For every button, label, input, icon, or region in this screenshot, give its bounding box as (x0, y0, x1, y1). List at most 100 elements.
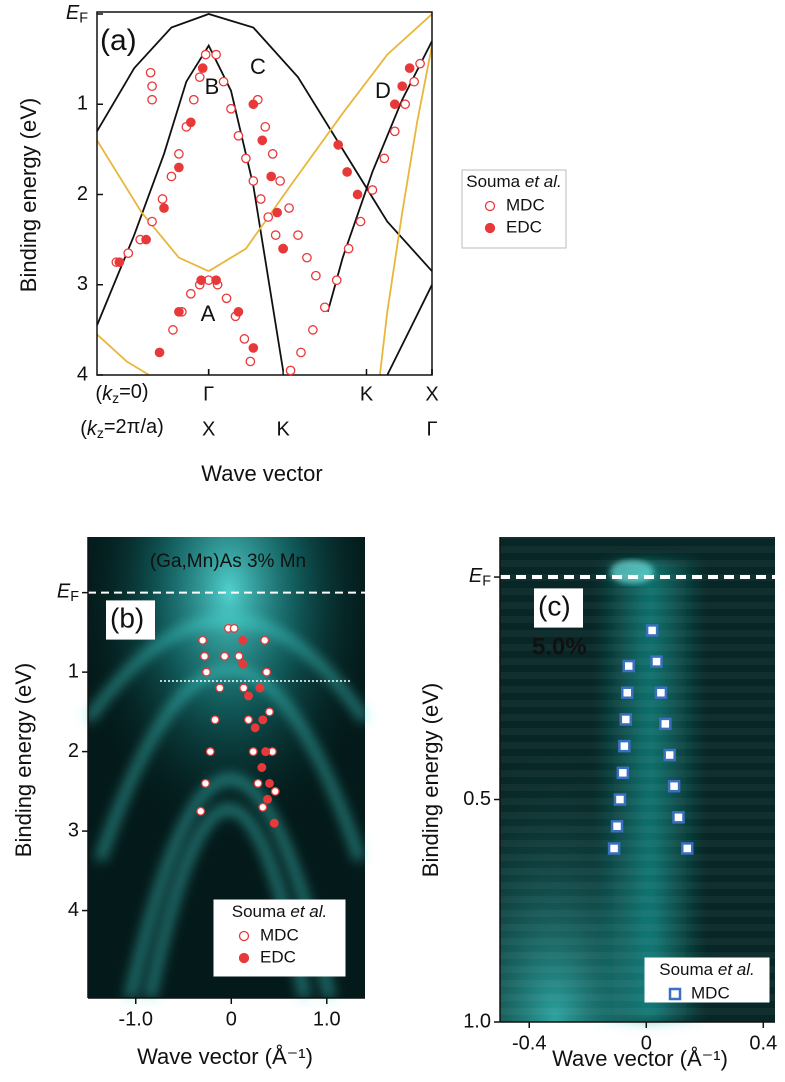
point (185, 288, 196, 299)
point (174, 162, 184, 173)
legend-title: Souma et al. (232, 902, 327, 921)
x-axis-label: Wave vector (201, 461, 322, 486)
point (238, 659, 248, 669)
point (302, 252, 312, 263)
point (389, 126, 400, 137)
panel: EF 1 2 3 4 -1.0 0 1.0 Binding energy (eV) Wave ve… (11, 537, 365, 1069)
point (367, 185, 378, 195)
band-label: D (375, 78, 391, 103)
point (400, 99, 411, 110)
panel-label: (c) (538, 590, 571, 621)
band-label: C (250, 54, 266, 79)
point (245, 356, 256, 367)
legend-marker (484, 200, 496, 212)
point (654, 686, 668, 699)
band-curve (208, 13, 432, 272)
panel-label-box (106, 600, 155, 640)
point (255, 683, 265, 693)
point (147, 216, 157, 227)
point (265, 707, 274, 717)
point (258, 802, 268, 812)
point (270, 230, 281, 240)
point (205, 747, 215, 757)
point (311, 270, 321, 281)
point (248, 747, 258, 757)
panel-label: (a) (100, 24, 137, 57)
point (260, 635, 270, 645)
x-tick-label: 1.0 (313, 1008, 341, 1030)
point (200, 651, 209, 661)
point (185, 117, 196, 128)
point (404, 63, 415, 74)
point (293, 230, 303, 240)
point (621, 686, 634, 699)
y-tick-label: 2 (68, 740, 79, 762)
x-tick-label: X (425, 383, 438, 405)
point (409, 76, 419, 87)
point (248, 343, 259, 353)
legend-title: Souma et al. (659, 960, 754, 979)
x-tick-label: -0.4 (512, 1032, 546, 1054)
point (200, 49, 211, 60)
point (248, 176, 259, 186)
x-tick-label: K (360, 383, 374, 405)
point (622, 659, 635, 673)
annotation: 5.0% (532, 633, 587, 660)
point (239, 683, 249, 693)
point (397, 81, 408, 92)
legend-marker (238, 930, 250, 942)
point (672, 811, 685, 824)
point (342, 167, 352, 177)
point (194, 72, 205, 83)
band-curve (97, 13, 432, 272)
point (123, 248, 134, 259)
point (157, 194, 168, 204)
point (238, 635, 248, 645)
y-tick-label: EF (66, 2, 88, 26)
band-curve (386, 284, 432, 375)
point (248, 99, 259, 110)
point (226, 103, 236, 114)
point (296, 347, 306, 358)
y-tick-label: 0.5 (463, 788, 491, 810)
y-axis-label: Binding energy (eV) (11, 663, 36, 857)
point (613, 793, 627, 806)
point (258, 715, 268, 725)
point (253, 778, 263, 788)
point (261, 747, 271, 757)
x-axis-label: Wave vector (Å⁻¹) (137, 1044, 313, 1069)
point (278, 243, 288, 254)
panel-label-box (534, 588, 583, 628)
point (379, 153, 390, 164)
point (285, 365, 296, 376)
plot-frame (96, 11, 433, 376)
y-tick-label: 1.0 (463, 1010, 491, 1032)
point (114, 257, 125, 268)
legend-label: MDC (260, 925, 299, 944)
y-tick-label: EF (469, 565, 491, 589)
point (659, 717, 672, 731)
panel: EF 0.5 1.0 -0.4 0 0.4 Binding energy (eV) Wave … (418, 537, 777, 1071)
point (415, 58, 425, 69)
point (275, 176, 285, 186)
point (257, 763, 267, 772)
point (610, 819, 624, 833)
point (263, 212, 274, 222)
point (352, 189, 363, 200)
point (607, 842, 621, 855)
point (333, 140, 344, 150)
point (147, 94, 157, 105)
point (145, 67, 156, 78)
point (650, 655, 663, 668)
band-curve (97, 333, 150, 375)
x-tick-label: Γ (203, 383, 214, 405)
legend-title: Souma et al. (466, 172, 561, 191)
point (147, 81, 157, 92)
point (645, 624, 659, 637)
legend-marker (668, 987, 682, 1001)
point (257, 135, 268, 146)
point (250, 723, 260, 733)
point (234, 651, 244, 661)
point (355, 216, 366, 227)
